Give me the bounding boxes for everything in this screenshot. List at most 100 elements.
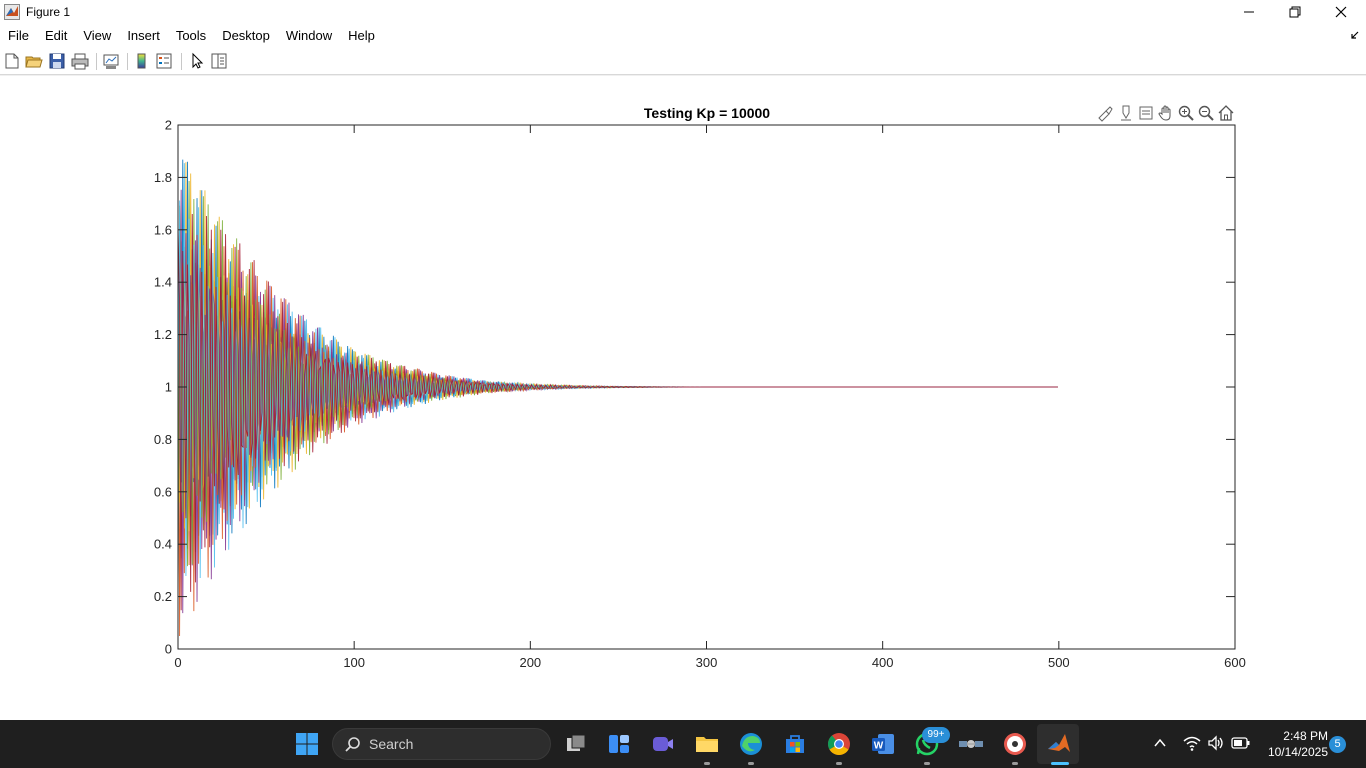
x-tick-label-1: 100 [343,655,365,670]
widgets-icon [609,735,629,753]
search-icon [345,737,360,752]
satellite-icon [959,740,983,748]
brush-icon[interactable] [1096,104,1114,122]
y-tick-label-6: 1.2 [154,327,172,342]
clock[interactable]: 2:48 PM 10/14/2025 [1268,728,1328,760]
figure-toolbar [0,48,1366,75]
notification-badge[interactable]: 5 [1329,736,1346,753]
edge-button[interactable] [735,728,767,760]
active-indicator [1051,762,1069,765]
chart-title: Testing Kp = 10000 [644,105,770,121]
restore-icon [1289,6,1301,18]
save-icon[interactable] [48,52,66,70]
pan-hand-icon[interactable] [1157,104,1175,122]
y-tick-label-5: 1 [165,380,172,395]
svg-text:W: W [874,741,884,752]
meet-button[interactable] [647,728,679,760]
satellite-app-button[interactable] [955,728,987,760]
menu-tools[interactable]: Tools [175,28,207,43]
task-view-button[interactable] [560,728,592,760]
media-player-button[interactable] [999,728,1031,760]
zoom-out-icon[interactable] [1197,104,1215,122]
y-tick-label-8: 1.6 [154,222,172,237]
close-button[interactable] [1318,0,1364,24]
x-tick-label-6: 600 [1224,655,1246,670]
show-hidden-icons-icon[interactable] [1153,736,1167,750]
x-tick-label-4: 400 [872,655,894,670]
print-icon[interactable] [71,52,89,70]
menu-insert[interactable]: Insert [127,28,160,43]
y-tick-label-7: 1.4 [154,275,172,290]
figure-canvas[interactable]: 0 100 200 300 400 500 600 0 0.2 0.4 0.6 0.8 1 1.2 1.4 1… [0,76,1366,720]
insert-legend-icon[interactable] [155,52,173,70]
open-file-icon[interactable] [25,52,43,70]
data-tips-icon[interactable] [1117,104,1135,122]
x-tick-label-5: 500 [1048,655,1070,670]
taskbar-search[interactable]: Search [332,728,551,760]
series-line-6 [177,213,1058,611]
x-tick-label-2: 200 [519,655,541,670]
menu-bar: File Edit View Insert Tools Desktop Wind… [0,24,1366,48]
matlab-button[interactable] [1043,728,1075,760]
y-tick-label-3: 0.6 [154,484,172,499]
insert-colorbar-icon[interactable] [133,52,151,70]
export-icon[interactable] [1137,104,1155,122]
dock-arrow-icon[interactable] [1350,30,1360,40]
title-bar: Figure 1 [0,0,1366,24]
video-chat-icon [653,737,673,751]
plot-svg[interactable]: 0 100 200 300 400 500 600 0 0.2 0.4 0.6 0.8 1 1.2 1.4 1… [0,76,1366,720]
menu-edit[interactable]: Edit [44,28,68,43]
y-tick-label-9: 1.8 [154,170,172,185]
chrome-button[interactable] [823,728,855,760]
word-icon: W [872,734,894,754]
y-tick-label-0: 0 [165,642,172,657]
y-tick-label-10: 2 [165,118,172,133]
matlab-app-icon [4,4,20,20]
new-figure-icon[interactable] [3,52,21,70]
taskbar: Search W 99+ 2:48 PM [0,720,1366,768]
wifi-icon[interactable] [1183,734,1201,752]
minimize-button[interactable] [1226,0,1272,24]
search-label: Search [369,736,414,752]
edit-plot-arrow-icon[interactable] [188,52,206,70]
clock-time: 2:48 PM [1283,729,1328,743]
zoom-in-icon[interactable] [1177,104,1195,122]
menu-view[interactable]: View [83,28,112,43]
maximize-button[interactable] [1272,0,1318,24]
axes-layer: 0 100 200 300 400 500 600 0 0.2 0.4 0.6 0.8 1 1.2 1.4 1… [154,118,1246,671]
folder-icon [696,737,718,752]
axes-toolbar [1096,104,1238,124]
store-button[interactable] [779,728,811,760]
running-indicator [704,762,710,765]
y-tick-label-1: 0.2 [154,589,172,604]
toolbar-separator [96,53,97,70]
toolbar-separator [127,53,128,70]
link-plot-icon[interactable] [102,52,120,70]
start-button[interactable] [291,728,323,760]
edge-browser-icon [740,733,762,755]
battery-icon[interactable] [1231,735,1251,751]
volume-icon[interactable] [1207,734,1225,752]
property-inspector-icon[interactable] [210,52,228,70]
windows-start-icon [296,733,318,755]
menu-help[interactable]: Help [348,28,375,43]
minimize-icon [1244,11,1254,13]
menu-desktop[interactable]: Desktop [222,28,270,43]
store-icon [786,735,804,753]
running-indicator [748,762,754,765]
running-indicator [1012,762,1018,765]
matlab-icon [1048,734,1070,752]
restore-view-icon[interactable] [1217,104,1235,122]
running-indicator [924,762,930,765]
widgets-button[interactable] [603,728,635,760]
y-tick-label-4: 0.8 [154,432,172,447]
word-button[interactable]: W [867,728,899,760]
menu-file[interactable]: File [8,28,29,43]
toolbar-separator [181,53,182,70]
whatsapp-button[interactable] [911,728,943,760]
file-explorer-button[interactable] [691,728,723,760]
menu-window[interactable]: Window [285,28,333,43]
series-layer [177,159,1058,636]
window-title: Figure 1 [26,5,71,19]
y-tick-label-2: 0.4 [154,537,172,552]
